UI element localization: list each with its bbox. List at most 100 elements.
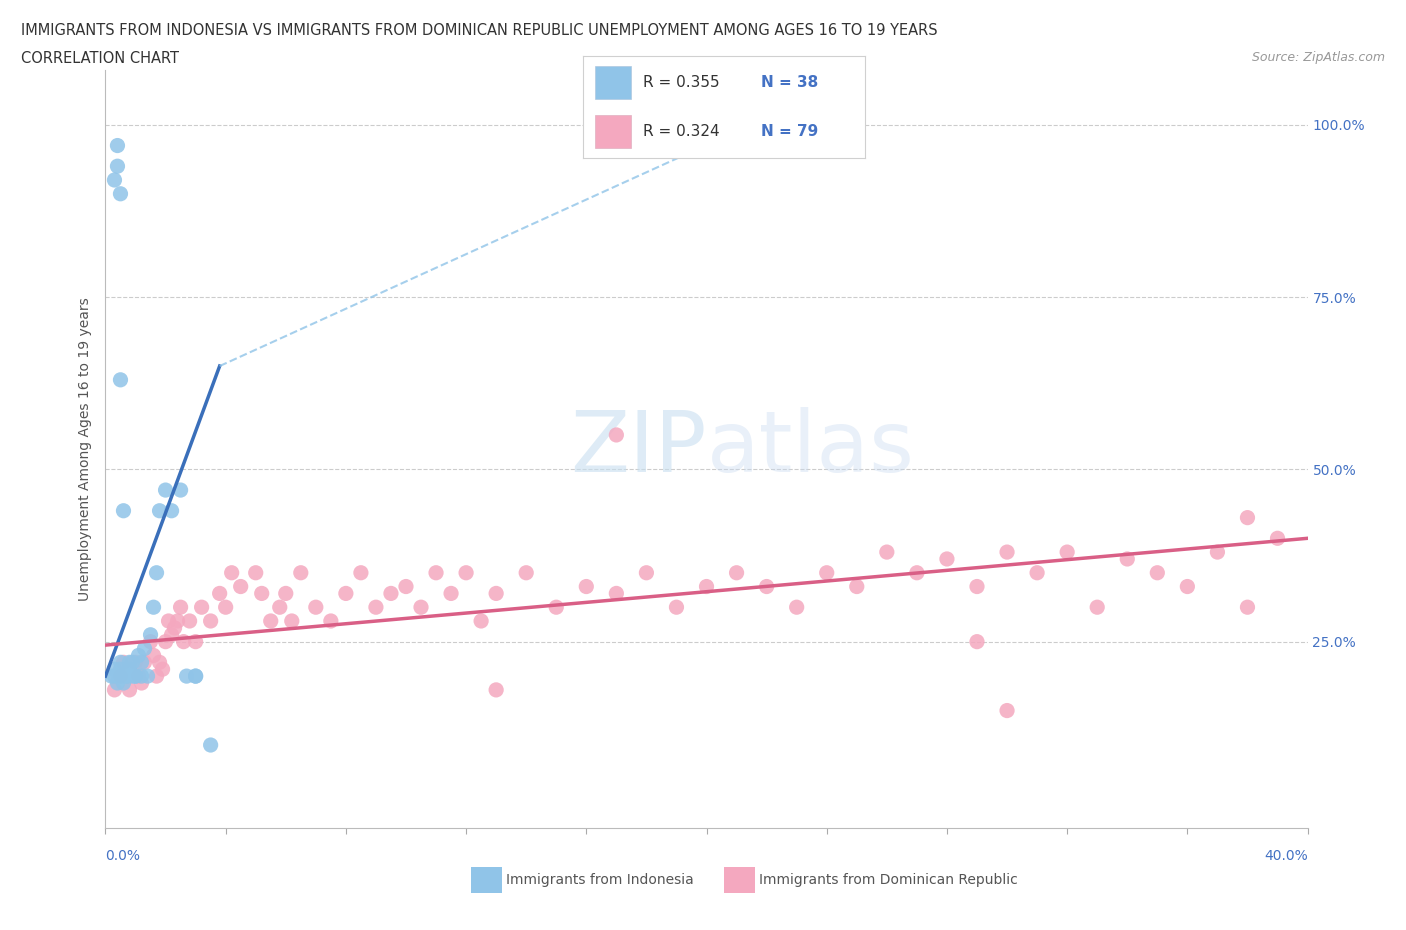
- Point: [725, 565, 748, 580]
- Point: [112, 675, 135, 690]
- Point: [110, 669, 132, 684]
- Point: [115, 669, 138, 684]
- Point: [160, 628, 183, 643]
- Text: N = 38: N = 38: [761, 75, 818, 90]
- Point: [995, 703, 1018, 718]
- Point: [131, 669, 153, 684]
- Point: [786, 600, 808, 615]
- Point: [152, 662, 174, 677]
- Point: [290, 565, 312, 580]
- Point: [118, 655, 141, 670]
- Text: R = 0.324: R = 0.324: [643, 124, 718, 139]
- Point: [350, 565, 373, 580]
- Point: [1236, 600, 1258, 615]
- Point: [136, 669, 159, 684]
- Text: Immigrants from Dominican Republic: Immigrants from Dominican Republic: [759, 872, 1018, 887]
- Text: N = 79: N = 79: [761, 124, 818, 139]
- Point: [440, 586, 463, 601]
- Point: [169, 600, 191, 615]
- Point: [155, 634, 177, 649]
- Point: [815, 565, 838, 580]
- Point: [110, 655, 132, 670]
- Point: [112, 503, 135, 518]
- Point: [936, 551, 959, 566]
- Point: [305, 600, 328, 615]
- Point: [184, 634, 207, 649]
- Point: [995, 545, 1018, 560]
- Point: [176, 669, 198, 684]
- Point: [696, 579, 718, 594]
- Point: [124, 669, 146, 684]
- Text: R = 0.355: R = 0.355: [643, 75, 718, 90]
- Text: 40.0%: 40.0%: [1264, 849, 1308, 863]
- Point: [103, 669, 125, 684]
- Point: [142, 648, 165, 663]
- Point: [546, 600, 568, 615]
- Point: [1206, 545, 1229, 560]
- Text: IMMIGRANTS FROM INDONESIA VS IMMIGRANTS FROM DOMINICAN REPUBLIC UNEMPLOYMENT AMO: IMMIGRANTS FROM INDONESIA VS IMMIGRANTS …: [21, 23, 938, 38]
- Point: [107, 159, 129, 174]
- Point: [269, 600, 291, 615]
- Point: [245, 565, 267, 580]
- Point: [966, 579, 988, 594]
- Point: [173, 634, 195, 649]
- Point: [124, 669, 146, 684]
- Point: [1267, 531, 1289, 546]
- Point: [121, 655, 143, 670]
- Point: [121, 669, 143, 684]
- Point: [281, 614, 304, 629]
- Text: ZIP: ZIP: [569, 407, 707, 490]
- Point: [260, 614, 283, 629]
- Text: CORRELATION CHART: CORRELATION CHART: [21, 51, 179, 66]
- Point: [128, 648, 150, 663]
- Point: [575, 579, 598, 594]
- Point: [395, 579, 418, 594]
- Point: [454, 565, 477, 580]
- Point: [184, 669, 207, 684]
- Point: [157, 614, 180, 629]
- Point: [166, 614, 188, 629]
- Point: [335, 586, 357, 601]
- Point: [1056, 545, 1078, 560]
- Point: [485, 683, 508, 698]
- Point: [409, 600, 432, 615]
- Point: [145, 565, 167, 580]
- Point: [905, 565, 928, 580]
- Point: [1236, 511, 1258, 525]
- Point: [1146, 565, 1168, 580]
- Text: 0.0%: 0.0%: [105, 849, 141, 863]
- Point: [1085, 600, 1108, 615]
- Point: [110, 372, 132, 387]
- Point: [200, 737, 222, 752]
- Point: [319, 614, 342, 629]
- Point: [163, 620, 186, 635]
- Point: [605, 586, 627, 601]
- Point: [665, 600, 688, 615]
- Point: [124, 655, 146, 670]
- Point: [169, 483, 191, 498]
- Point: [100, 669, 122, 684]
- Point: [755, 579, 778, 594]
- Y-axis label: Unemployment Among Ages 16 to 19 years: Unemployment Among Ages 16 to 19 years: [77, 297, 91, 601]
- Point: [134, 641, 156, 656]
- Point: [134, 655, 156, 670]
- Point: [380, 586, 402, 601]
- Point: [250, 586, 273, 601]
- Point: [214, 600, 236, 615]
- Point: [190, 600, 212, 615]
- Point: [485, 586, 508, 601]
- Point: [208, 586, 231, 601]
- Point: [103, 662, 125, 677]
- Text: atlas: atlas: [707, 407, 914, 490]
- Point: [470, 614, 492, 629]
- Point: [110, 669, 132, 684]
- Point: [184, 669, 207, 684]
- Point: [179, 614, 201, 629]
- Point: [103, 683, 125, 698]
- Point: [145, 669, 167, 684]
- Point: [605, 428, 627, 443]
- Point: [142, 600, 165, 615]
- Text: Immigrants from Indonesia: Immigrants from Indonesia: [506, 872, 695, 887]
- Point: [131, 675, 153, 690]
- Point: [107, 139, 129, 153]
